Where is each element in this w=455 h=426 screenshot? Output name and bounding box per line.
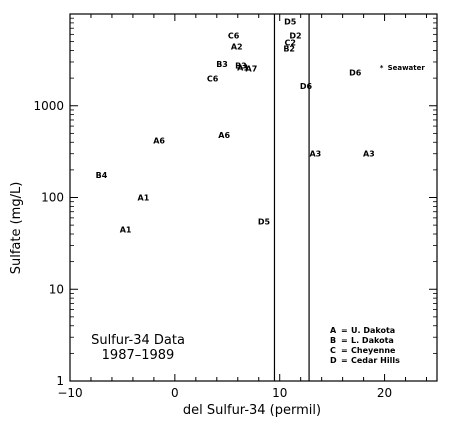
legend-label: U. Dakota [351, 326, 395, 335]
legend-label: Cheyenne [351, 346, 396, 355]
data-point-c6: C6 [207, 75, 219, 84]
axis-ticks-layer: −10 0 10 20 1 10 100 1000 [33, 14, 437, 400]
legend-key: A [330, 326, 337, 335]
data-point-c2: C2 [284, 38, 295, 47]
y-axis-title: Sulfate (mg/L) [9, 182, 24, 275]
legend-key: D [330, 356, 337, 365]
x-tick-label: 10 [272, 386, 287, 400]
legend-equals: = [341, 356, 348, 365]
data-point-d6: D6 [349, 69, 362, 78]
data-point-a3: A3 [363, 150, 375, 159]
data-point-a2: A2 [231, 43, 243, 52]
data-point-b2: B2 [283, 45, 295, 54]
seawater-label: Seawater [388, 64, 426, 72]
data-point-b4: B4 [96, 171, 108, 180]
data-point-d6: D6 [300, 82, 313, 91]
data-point-d5: D5 [258, 217, 271, 226]
x-axis-title: del Sulfur-34 (permil) [183, 403, 321, 418]
data-point-a3: A3 [309, 150, 321, 159]
legend-equals: = [341, 326, 348, 335]
data-point-a1: A1 [138, 194, 150, 203]
y-tick-label: 100 [41, 191, 64, 205]
y-tick-label: 10 [49, 282, 64, 296]
data-point-b3: B3 [216, 60, 228, 69]
legend-equals: = [341, 336, 348, 345]
legend-key: B [330, 336, 336, 345]
inset-title-line-2: 1987–1989 [102, 348, 175, 363]
data-point-a1: A1 [120, 225, 132, 234]
data-point-a1: A1 [237, 64, 249, 73]
seawater-marker: * [380, 64, 384, 72]
vertical-lines-layer [273, 14, 310, 381]
data-point-b3: B3 [235, 61, 247, 70]
data-point-c6: C6 [228, 32, 240, 41]
data-point-a6: A6 [218, 131, 230, 140]
legend-equals: = [341, 346, 348, 355]
data-point-a6: A6 [153, 136, 165, 145]
data-point-a7: A7 [246, 64, 258, 73]
chart-inset-title: Sulfur-34 Data 1987–1989 [91, 333, 185, 363]
x-tick-label: 20 [377, 386, 392, 400]
legend-label: L. Dakota [351, 336, 394, 345]
legend-label: Cedar Hills [351, 356, 400, 365]
data-point-d5: D5 [284, 17, 297, 26]
x-tick-label: −10 [57, 386, 82, 400]
legend-key: C [330, 346, 336, 355]
x-tick-label: 0 [171, 386, 179, 400]
inset-title-line-1: Sulfur-34 Data [91, 333, 185, 348]
y-tick-label: 1000 [33, 99, 64, 113]
y-tick-label: 1 [56, 374, 64, 388]
data-point-d2: D2 [289, 32, 301, 41]
